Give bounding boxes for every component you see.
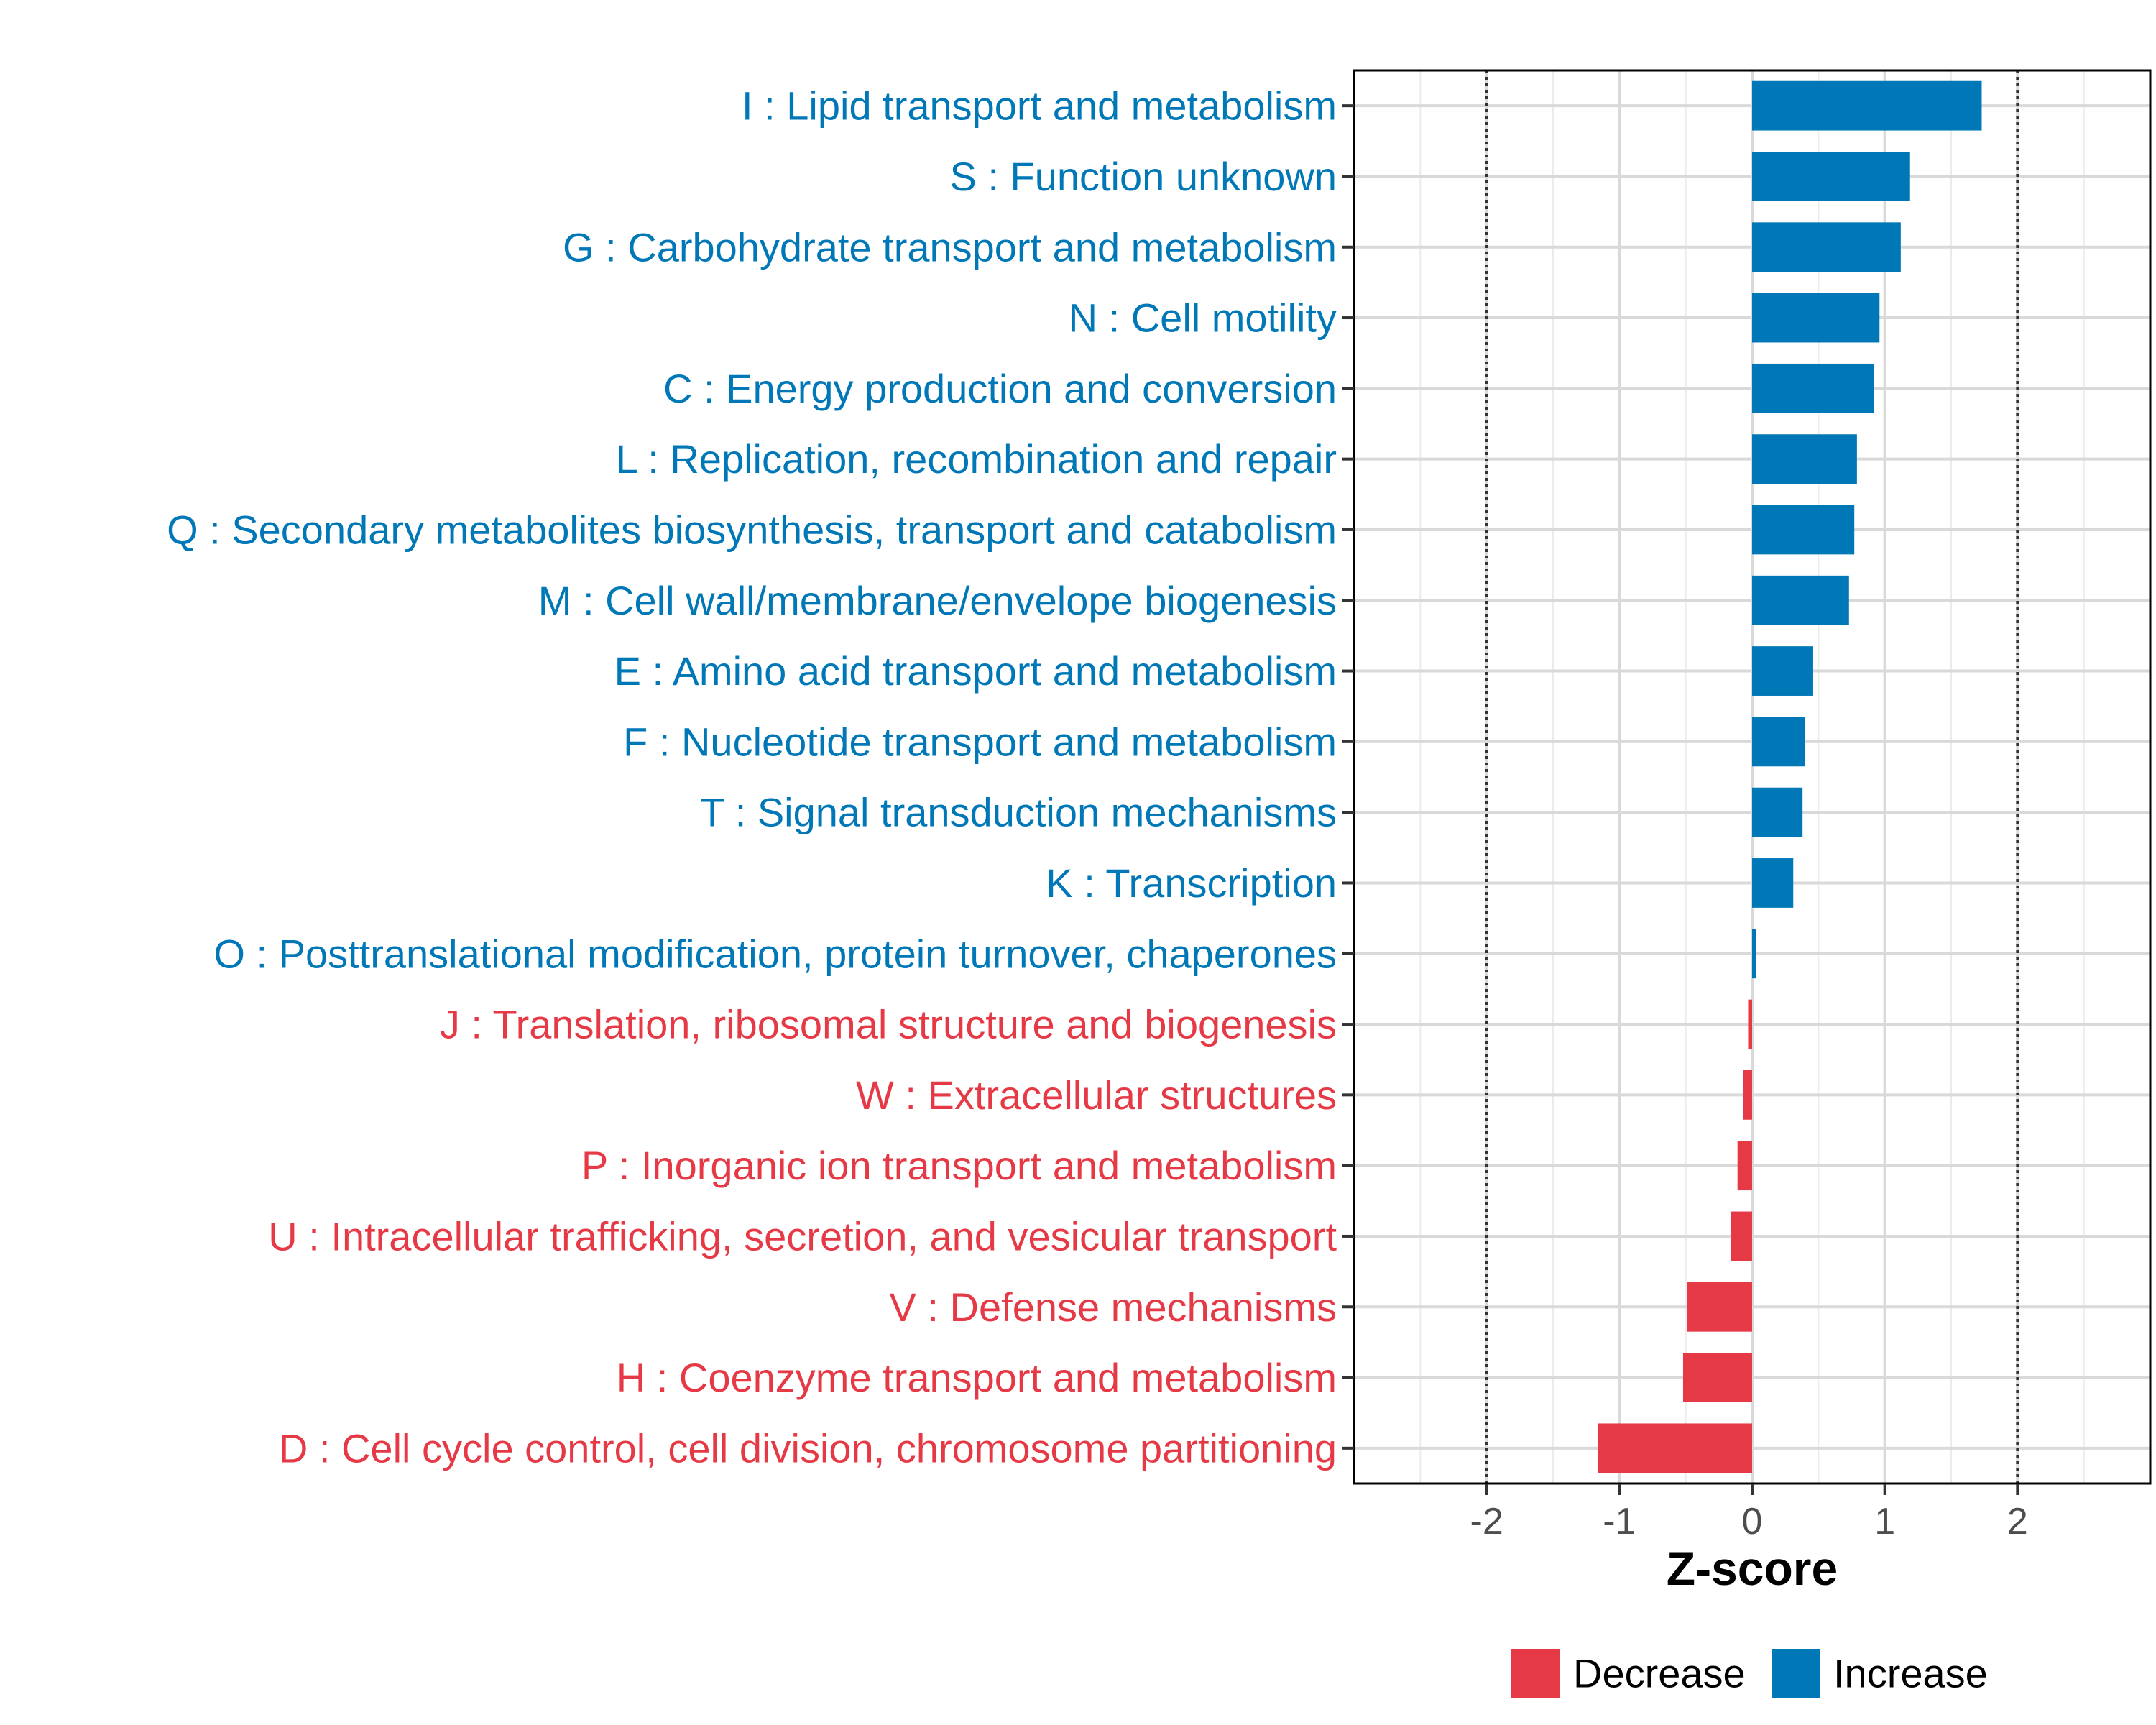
category-label-g: G : Carbohydrate transport and metabolis… bbox=[563, 224, 1337, 270]
y-axis-ticks bbox=[1342, 104, 1354, 1450]
bar-q bbox=[1752, 505, 1855, 555]
legend-swatch-decrease bbox=[1511, 1649, 1560, 1698]
bar-u bbox=[1731, 1211, 1752, 1261]
category-label-m: M : Cell wall/membrane/envelope biogenes… bbox=[538, 578, 1337, 623]
category-label-t: T : Signal transduction mechanisms bbox=[700, 790, 1337, 835]
category-label-j: J : Translation, ribosomal structure and… bbox=[440, 1002, 1337, 1047]
category-label-l: L : Replication, recombination and repai… bbox=[616, 436, 1337, 482]
bar-t bbox=[1752, 787, 1803, 837]
legend-label-increase: Increase bbox=[1833, 1651, 1988, 1696]
bar-k bbox=[1752, 858, 1794, 908]
legend-swatch-increase bbox=[1772, 1649, 1820, 1698]
x-tick-label: 2 bbox=[2007, 1501, 2028, 1542]
bar-m bbox=[1752, 575, 1849, 625]
category-label-k: K : Transcription bbox=[1046, 860, 1337, 906]
legend: Decrease Increase bbox=[1511, 1649, 1988, 1698]
bar-g bbox=[1752, 222, 1901, 272]
bar-j bbox=[1748, 999, 1752, 1049]
category-label-i: I : Lipid transport and metabolism bbox=[742, 83, 1337, 129]
bar-c bbox=[1752, 363, 1874, 413]
x-tick-label: 1 bbox=[1874, 1501, 1895, 1542]
category-label-c: C : Energy production and conversion bbox=[663, 366, 1337, 411]
category-label-v: V : Defense mechanisms bbox=[890, 1284, 1337, 1330]
legend-label-decrease: Decrease bbox=[1573, 1651, 1746, 1696]
category-label-q: Q : Secondary metabolites biosynthesis, … bbox=[167, 507, 1337, 552]
bar-o bbox=[1752, 929, 1756, 979]
bar-i bbox=[1752, 80, 1982, 131]
bar-n bbox=[1752, 293, 1880, 343]
x-axis-tick-labels: -2 -1 0 1 2 bbox=[1470, 1501, 2028, 1542]
category-label-f: F : Nucleotide transport and metabolism bbox=[623, 719, 1337, 764]
x-tick-label: -1 bbox=[1603, 1501, 1636, 1542]
bar-s bbox=[1752, 152, 1910, 201]
category-label-u: U : Intracellular trafficking, secretion… bbox=[268, 1213, 1337, 1259]
category-label-s: S : Function unknown bbox=[949, 154, 1337, 199]
category-label-d: D : Cell cycle control, cell division, c… bbox=[279, 1425, 1337, 1471]
category-label-o: O : Posttranslational modification, prot… bbox=[213, 931, 1337, 976]
x-axis-title: Z-score bbox=[1667, 1542, 1838, 1595]
category-label-e: E : Amino acid transport and metabolism bbox=[614, 648, 1337, 694]
category-label-h: H : Coenzyme transport and metabolism bbox=[617, 1355, 1337, 1400]
category-label-w: W : Extracellular structures bbox=[856, 1072, 1337, 1118]
bar-f bbox=[1752, 717, 1805, 767]
grid-lines bbox=[1354, 70, 2150, 1484]
category-label-p: P : Inorganic ion transport and metaboli… bbox=[581, 1143, 1337, 1188]
x-axis-ticks bbox=[1485, 1484, 2019, 1495]
bars bbox=[1598, 80, 1982, 1473]
bar-l bbox=[1752, 434, 1857, 484]
y-axis-category-labels: I : Lipid transport and metabolism S : Fu… bbox=[167, 83, 1337, 1471]
x-tick-label: -2 bbox=[1470, 1501, 1503, 1542]
bar-p bbox=[1737, 1141, 1752, 1191]
bar-h bbox=[1682, 1353, 1752, 1402]
x-tick-label: 0 bbox=[1742, 1501, 1763, 1542]
reference-lines bbox=[1485, 70, 2019, 1484]
bar-v bbox=[1687, 1282, 1752, 1332]
bar-w bbox=[1743, 1070, 1752, 1120]
bar-d bbox=[1598, 1423, 1752, 1473]
category-label-n: N : Cell motility bbox=[1069, 295, 1337, 341]
bar-e bbox=[1752, 646, 1813, 696]
